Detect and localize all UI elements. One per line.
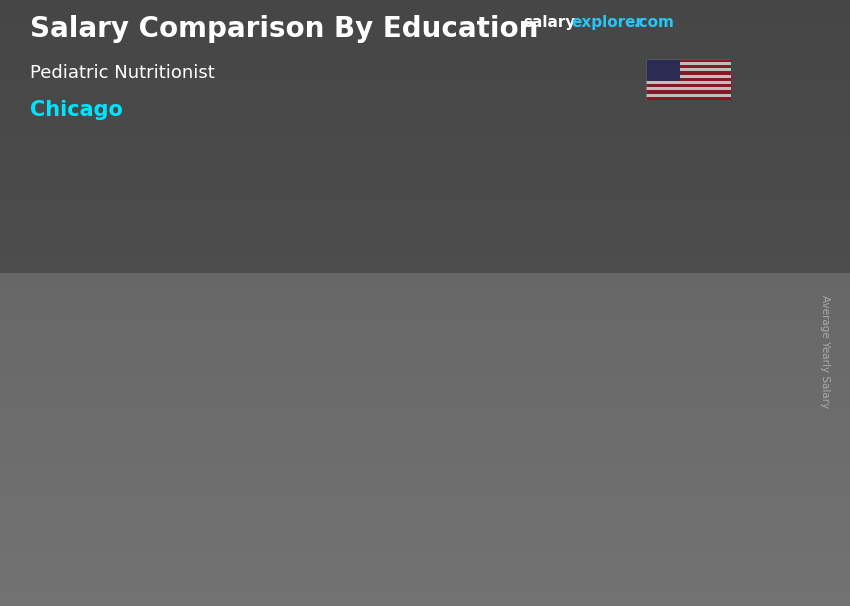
Text: .com: .com: [633, 15, 674, 30]
Bar: [646, 97, 731, 100]
Polygon shape: [99, 408, 206, 411]
Text: +68%: +68%: [503, 127, 584, 151]
Bar: [337, 345, 437, 527]
Bar: [646, 72, 731, 75]
Bar: [646, 87, 731, 90]
Text: explorer: explorer: [571, 15, 643, 30]
Bar: [646, 59, 731, 62]
Bar: [646, 81, 731, 84]
Bar: [99, 411, 199, 527]
Text: Pediatric Nutritionist: Pediatric Nutritionist: [30, 64, 214, 82]
Bar: [646, 59, 680, 81]
Text: Salary Comparison By Education: Salary Comparison By Education: [30, 15, 538, 43]
Bar: [646, 68, 731, 72]
Polygon shape: [575, 213, 681, 222]
Text: +57%: +57%: [258, 263, 339, 287]
Polygon shape: [337, 340, 444, 345]
Bar: [646, 78, 731, 81]
Bar: [646, 75, 731, 78]
Bar: [646, 84, 731, 87]
Bar: [646, 62, 731, 65]
Text: Average Yearly Salary: Average Yearly Salary: [820, 295, 830, 408]
Text: Chicago: Chicago: [30, 100, 122, 120]
Text: 165,000 USD: 165,000 USD: [571, 198, 677, 213]
Polygon shape: [199, 408, 206, 527]
Text: 98,200 USD: 98,200 USD: [338, 322, 435, 337]
Text: 62,600 USD: 62,600 USD: [101, 388, 197, 402]
Polygon shape: [674, 213, 681, 527]
Bar: [646, 65, 731, 68]
Text: salary: salary: [523, 15, 575, 30]
Bar: [646, 90, 731, 94]
Bar: [575, 222, 674, 527]
Bar: [646, 94, 731, 97]
Polygon shape: [437, 340, 444, 527]
